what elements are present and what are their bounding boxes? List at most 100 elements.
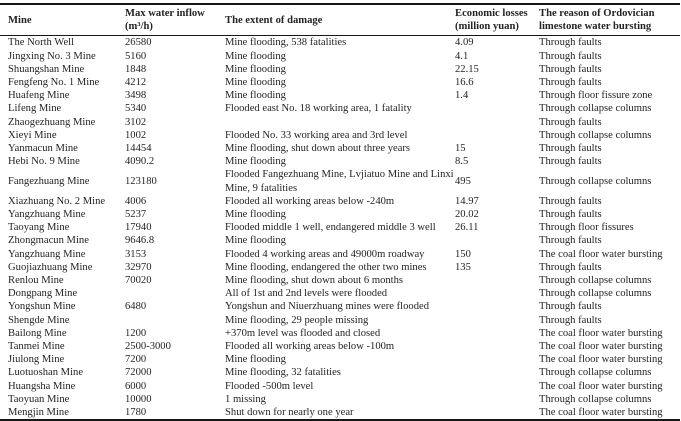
cell-losses: 135 xyxy=(455,261,471,273)
cell-damage: Mine flooding xyxy=(225,354,286,366)
column-header-line: The reason of Ordovician xyxy=(539,8,655,19)
cell-reason: Through collapse columns xyxy=(539,367,652,379)
cell-losses xyxy=(455,300,539,313)
cell-inflow: 9646.8 xyxy=(125,235,155,247)
cell-damage: Flooded No. 33 working area and 3rd leve… xyxy=(225,129,408,141)
cell-reason: Through floor fissure zone xyxy=(539,90,653,102)
column-header-line: Economic losses xyxy=(455,8,528,19)
cell-mine: Jiulong Mine xyxy=(8,354,65,366)
cell-reason: Through faults xyxy=(539,116,602,128)
column-header-losses: Economic losses (million yuan) xyxy=(455,4,539,36)
cell-mine: Jingxing No. 3 Mine xyxy=(8,50,96,62)
cell-damage: Mine flooding xyxy=(225,77,286,89)
cell-losses: 26.11 xyxy=(455,222,479,234)
cell-damage: Flooded Fangezhuang Mine, Lvjiatuo Mine … xyxy=(225,169,454,194)
cell-reason: Through faults xyxy=(539,235,602,247)
column-header-line: (m³/h) xyxy=(125,21,153,33)
cell-damage: Mine flooding, 32 fatalities xyxy=(225,367,341,379)
table-row: Xieyi Mine 1002 Flooded No. 33 working are… xyxy=(0,129,680,142)
cell-mine: Mengjin Mine xyxy=(8,407,69,419)
table-row: Guojiazhuang Mine 32970 Mine flooding, end… xyxy=(0,261,680,274)
cell-inflow: 17940 xyxy=(125,222,152,234)
cell-reason: Through collapse columns xyxy=(539,288,652,300)
table-row: Taoyuan Mine 10000 1 missing Through collap… xyxy=(0,393,680,406)
table-row: Jingxing No. 3 Mine 5160 Mine flooding 4.1 T… xyxy=(0,50,680,63)
cell-reason: Through collapse columns xyxy=(539,129,652,141)
cell-reason: Through collapse columns xyxy=(539,393,652,405)
cell-reason: Through faults xyxy=(539,209,602,221)
column-header-line: (million yuan) xyxy=(455,21,519,33)
table-row: Fengfeng No. 1 Mine 4212 Mine flooding 16.6… xyxy=(0,76,680,89)
cell-losses: 1.4 xyxy=(455,90,469,102)
cell-reason: Through faults xyxy=(539,261,602,273)
cell-inflow: 5340 xyxy=(125,103,147,115)
cell-damage: Mine flooding xyxy=(225,209,286,221)
cell-damage: Flooded 4 working areas and 49000m roadw… xyxy=(225,248,425,260)
cell-losses: 495 xyxy=(455,176,471,188)
cell-losses xyxy=(455,353,539,366)
cell-mine: Huafeng Mine xyxy=(8,90,70,102)
cell-reason: Through faults xyxy=(539,314,602,326)
cell-reason: The coal floor water bursting xyxy=(539,327,663,339)
cell-losses xyxy=(455,234,539,247)
cell-mine: Yongshun Mine xyxy=(8,301,76,313)
cell-losses: 4.09 xyxy=(455,37,474,49)
table-row: Lifeng Mine 5340 Flooded east No. 18 worki… xyxy=(0,102,680,115)
cell-damage: Mine flooding, shut down about three yea… xyxy=(225,143,411,155)
table-row: Shengde Mine Mine flooding, 29 people mis… xyxy=(0,314,680,327)
cell-inflow: 32970 xyxy=(125,261,152,273)
cell-reason: The coal floor water bursting xyxy=(539,380,663,392)
cell-mine: Luotuoshan Mine xyxy=(8,367,84,379)
cell-mine: Xieyi Mine xyxy=(8,129,57,141)
cell-reason: Through collapse columns xyxy=(539,103,652,115)
cell-reason: Through faults xyxy=(539,77,602,89)
paper-table-page: Mine Max water inflow (m³/h) The extent of … xyxy=(0,3,681,421)
cell-inflow: 6000 xyxy=(125,380,147,392)
cell-damage: Mine flooding xyxy=(225,156,286,168)
table-body: The North Well 26580 Mine flooding, 538 fa… xyxy=(0,36,680,420)
table-row: Luotuoshan Mine 72000 Mine flooding, 32 fa… xyxy=(0,366,680,379)
cell-mine: Fangezhuang Mine xyxy=(8,176,90,188)
cell-losses xyxy=(455,406,539,420)
cell-inflow: 1780 xyxy=(125,407,147,419)
table-row: Zhaogezhuang Mine 3102 Through faults xyxy=(0,116,680,129)
cell-inflow: 14454 xyxy=(125,143,152,155)
table-row: Renlou Mine 70020 Mine flooding, shut down… xyxy=(0,274,680,287)
cell-damage: Yongshun and Niuerzhuang mines were floo… xyxy=(225,301,429,313)
table-row: Yangzhuang Mine 3153 Flooded 4 working are… xyxy=(0,248,680,261)
cell-mine: Renlou Mine xyxy=(8,275,64,287)
cell-damage: Mine flooding, 538 fatalities xyxy=(225,37,347,49)
cell-inflow: 3498 xyxy=(125,90,147,102)
cell-mine: The North Well xyxy=(8,37,75,49)
table-row: Dongpang Mine All of 1st and 2nd levels w… xyxy=(0,287,680,300)
cell-inflow: 1002 xyxy=(125,129,147,141)
cell-reason: Through floor fissures xyxy=(539,222,634,234)
cell-inflow: 2500-3000 xyxy=(125,341,171,353)
cell-mine: Shuangshan Mine xyxy=(8,63,85,75)
cell-inflow: 4090.2 xyxy=(125,156,155,168)
cell-inflow xyxy=(125,287,225,300)
cell-inflow: 4212 xyxy=(125,77,147,89)
table-row: Mengjin Mine 1780 Shut down for nearly one… xyxy=(0,406,680,420)
cell-reason: Through faults xyxy=(539,156,602,168)
cell-inflow: 3102 xyxy=(125,116,147,128)
column-header-line: Mine xyxy=(8,14,32,26)
cell-inflow: 1848 xyxy=(125,63,147,75)
table-row: Tanmei Mine 2500-3000 Flooded all working … xyxy=(0,340,680,353)
column-header-inflow: Max water inflow (m³/h) xyxy=(125,4,225,36)
cell-inflow: 123180 xyxy=(125,176,157,188)
table-row: Zhongmacun Mine 9646.8 Mine flooding Throug… xyxy=(0,234,680,247)
cell-inflow: 5237 xyxy=(125,209,147,221)
cell-losses xyxy=(455,287,539,300)
column-header-mine: Mine xyxy=(0,4,125,36)
cell-reason: Through faults xyxy=(539,50,602,62)
cell-damage: Mine flooding xyxy=(225,235,286,247)
cell-mine: Guojiazhuang Mine xyxy=(8,261,93,273)
table-row: Hebi No. 9 Mine 4090.2 Mine flooding 8.5 Thr… xyxy=(0,155,680,168)
cell-damage: Mine flooding, endangered the other two … xyxy=(225,261,427,273)
table-row: Bailong Mine 1200 +370m level was flooded … xyxy=(0,327,680,340)
cell-damage: Mine flooding, 29 people missing xyxy=(225,314,369,326)
cell-mine: Zhongmacun Mine xyxy=(8,235,89,247)
cell-mine: Bailong Mine xyxy=(8,327,67,339)
table-row: Yongshun Mine 6480 Yongshun and Niuerzhuan… xyxy=(0,300,680,313)
